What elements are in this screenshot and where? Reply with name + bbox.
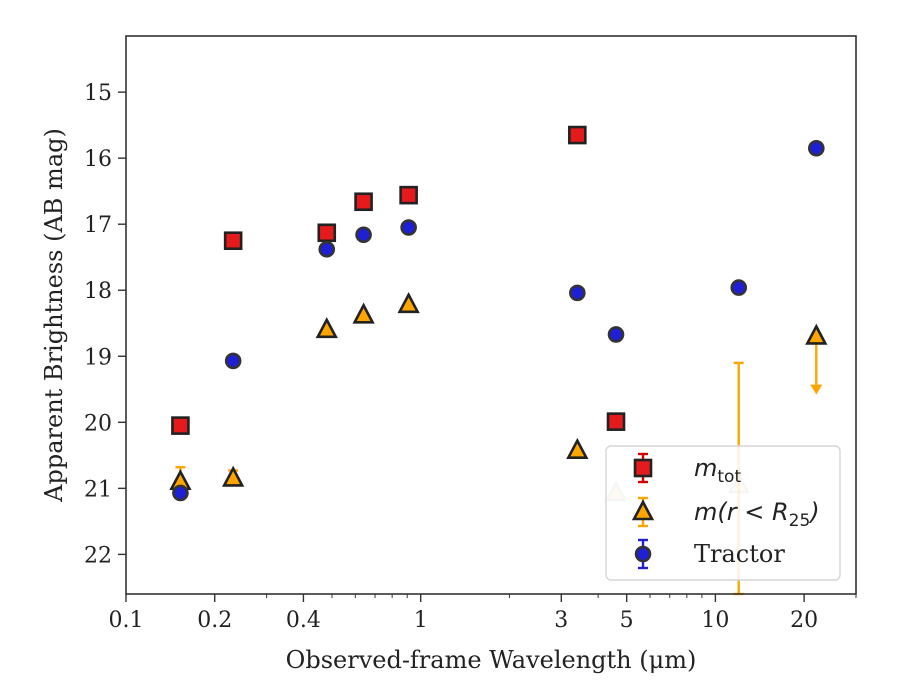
y-tick-label: 15 [84, 81, 112, 106]
y-tick-label: 22 [84, 543, 112, 568]
y-tick-label: 17 [84, 213, 112, 238]
y-tick-label: 16 [84, 147, 112, 172]
triangle-point [315, 317, 338, 339]
legend-label: Tractor [694, 540, 785, 568]
triangle-point [805, 323, 828, 345]
legend: mtot m(r < R25) Tractor [605, 445, 841, 581]
x-axis-label: Observed-frame Wavelength (μm) [286, 646, 697, 674]
x-tick-label: 3 [554, 608, 568, 633]
y-tick-label: 20 [84, 411, 112, 436]
plot-frame [125, 35, 857, 595]
triangle-point [566, 437, 589, 460]
triangle-point [221, 465, 245, 487]
y-axis-label: Apparent Brightness (AB mag) [40, 128, 68, 503]
legend-circle-marker [634, 545, 652, 563]
x-tick-label: 20 [790, 608, 818, 633]
y-tick-label: 19 [84, 345, 112, 370]
square-point [354, 192, 373, 212]
x-tick-label: 0.4 [286, 608, 321, 633]
square-point [171, 416, 190, 435]
axis-ticks: 0.1 0.2 0.4 1 3 5 10 20 15 16 17 18 19 20 21 22 [84, 81, 857, 633]
square-point [399, 185, 418, 205]
square-point [606, 412, 626, 431]
legend-box [605, 445, 841, 581]
upper-limit-arrow [810, 384, 823, 395]
x-tick-label: 10 [701, 608, 729, 633]
square-point [317, 223, 337, 243]
legend-label: m(r < R25) [694, 498, 820, 531]
square-point [223, 231, 243, 251]
x-tick-label: 1 [414, 608, 428, 633]
x-tick-label: 0.1 [109, 608, 144, 633]
legend-label: mtot [694, 454, 741, 487]
triangle-point [352, 302, 375, 324]
legend-square-marker [633, 458, 653, 478]
triangle-point [397, 291, 420, 314]
legend-triangle-marker [631, 499, 655, 521]
x-tick-label: 0.2 [197, 608, 232, 633]
square-point [568, 125, 587, 145]
x-tick-label: 5 [620, 608, 634, 633]
y-tick-label: 18 [84, 279, 112, 304]
y-tick-label: 21 [84, 477, 112, 502]
